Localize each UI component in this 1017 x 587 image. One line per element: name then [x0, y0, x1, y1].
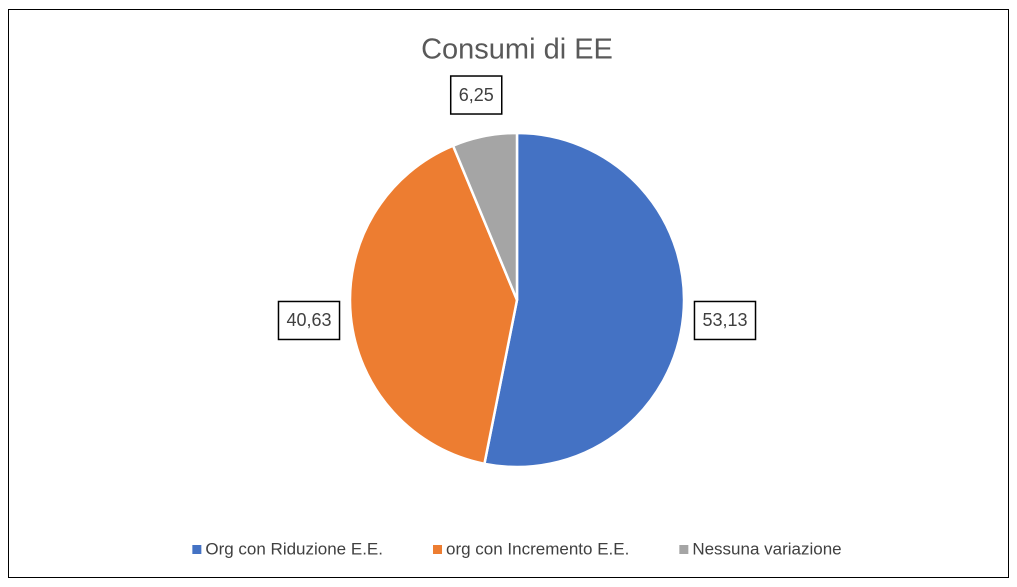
data-label-box — [449, 75, 503, 115]
legend-marker — [433, 545, 443, 554]
legend-marker — [192, 545, 202, 554]
legend-marker — [679, 545, 689, 554]
pie-slice — [451, 131, 519, 301]
legend-label: Org con Riduzione E.E. — [205, 539, 383, 558]
chart-title: Consumi di EE — [421, 34, 613, 66]
legend-label: org con Incremento E.E. — [446, 539, 629, 558]
data-label: 40,63 — [286, 310, 331, 330]
data-label: 53,13 — [702, 310, 747, 330]
data-label-box — [693, 300, 757, 341]
data-label: 6,25 — [459, 85, 494, 105]
pie-slice — [348, 144, 519, 466]
pie-slice — [482, 131, 686, 469]
data-label-box — [277, 300, 341, 341]
legend-label: Nessuna variazione — [692, 539, 841, 558]
